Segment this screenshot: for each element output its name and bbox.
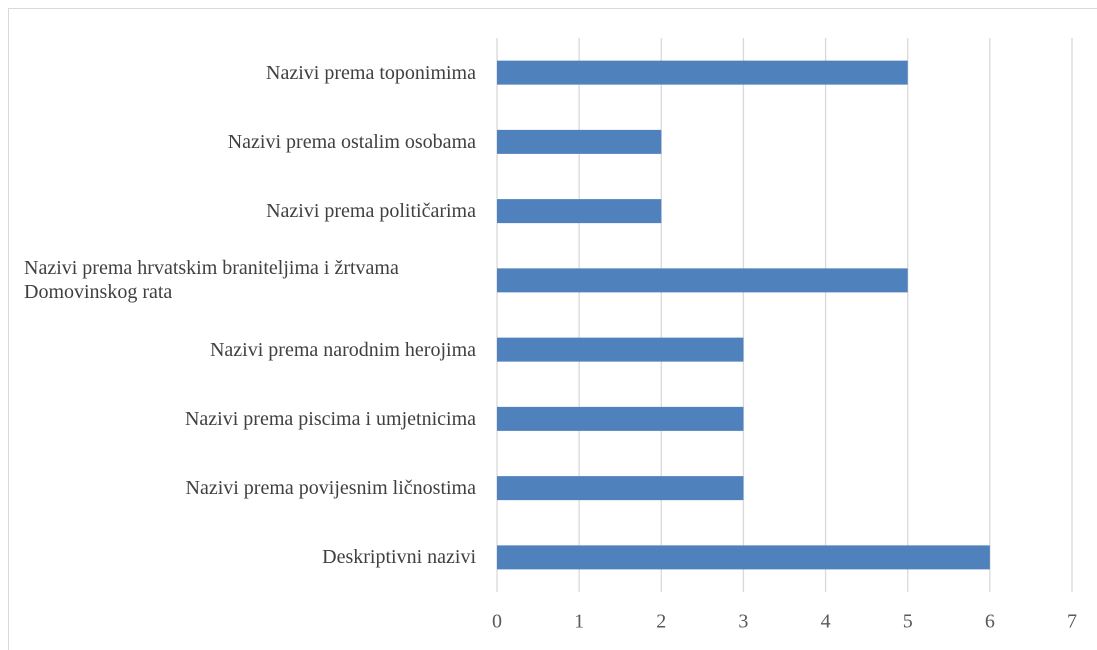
y-tick-label-box: Nazivi prema povijesnim ličnostima	[6, 458, 477, 518]
y-tick-label-box: Nazivi prema narodnim herojima	[6, 320, 476, 380]
bar	[497, 60, 908, 85]
y-tick-label-box: Deskriptivni nazivi	[6, 527, 476, 587]
bar	[497, 476, 744, 501]
bar	[497, 545, 990, 570]
x-tick-label: 3	[738, 611, 748, 633]
bar	[497, 129, 662, 154]
y-tick-label: Nazivi prema političarima	[266, 200, 476, 223]
x-tick-label: 2	[656, 611, 666, 633]
y-tick-label: Nazivi prema ostalim osobama	[227, 130, 476, 153]
y-tick-label-box: Nazivi prema ostalim osobama	[6, 112, 476, 172]
bar	[497, 199, 662, 224]
y-tick-label: Nazivi prema toponimima	[266, 61, 476, 84]
x-tick-label: 7	[1067, 611, 1077, 633]
chart-frame	[8, 8, 1097, 650]
x-tick-label: 4	[821, 611, 831, 633]
x-tick-label: 6	[985, 611, 995, 633]
y-tick-label: Nazivi prema piscima i umjetnicima	[184, 407, 476, 430]
y-tick-label-box: Nazivi prema toponimima	[6, 43, 476, 103]
y-tick-label-box: Nazivi prema hrvatskim braniteljima i žr…	[6, 250, 476, 310]
y-tick-label-box: Nazivi prema piscima i umjetnicima	[6, 389, 476, 449]
bar	[497, 268, 908, 293]
y-tick-label: Nazivi prema hrvatskim braniteljima i žr…	[24, 257, 399, 304]
x-tick-label: 0	[492, 611, 502, 633]
x-tick-label: 1	[574, 611, 584, 633]
bar	[497, 406, 744, 431]
y-tick-label: Nazivi prema narodnim herojima	[209, 338, 476, 361]
y-tick-label: Deskriptivni nazivi	[322, 546, 476, 569]
y-tick-label: Nazivi prema povijesnim ličnostima	[185, 477, 477, 500]
y-tick-label-box: Nazivi prema političarima	[6, 181, 476, 241]
x-tick-label: 5	[903, 611, 913, 633]
bar	[497, 337, 744, 362]
